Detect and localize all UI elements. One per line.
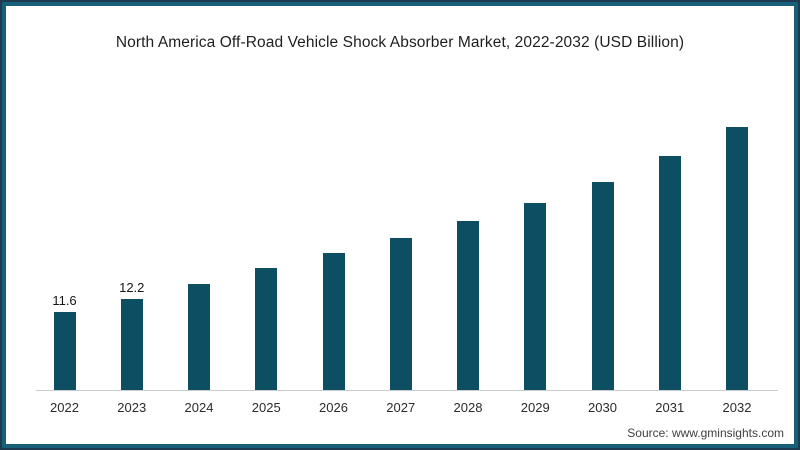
x-axis-line xyxy=(36,390,778,391)
x-tick-label-2028: 2028 xyxy=(453,400,483,415)
bar-2024 xyxy=(188,284,210,390)
x-tick-label-2032: 2032 xyxy=(722,400,752,415)
x-tick-label-2027: 2027 xyxy=(386,400,416,415)
bar-2022 xyxy=(53,312,76,390)
plot-area: 2022 11.6 2023 12.2 2024 2025 2026 2027 2028 2029… xyxy=(6,6,794,444)
x-tick-label-2023: 2023 xyxy=(117,400,147,415)
bar-2027 xyxy=(389,238,412,390)
bar-2030 xyxy=(591,182,614,390)
x-tick-label-2030: 2030 xyxy=(588,400,617,415)
data-label-2022: 11.6 xyxy=(52,293,77,308)
x-tick-label-2024: 2024 xyxy=(184,400,214,415)
x-tick-label-2025: 2025 xyxy=(251,400,281,415)
bar-2028 xyxy=(457,221,479,390)
data-label-2023: 12.2 xyxy=(119,280,145,295)
x-tick-label-2029: 2029 xyxy=(520,400,550,415)
x-tick-label-2031: 2031 xyxy=(655,400,685,415)
bar-2023 xyxy=(120,299,143,390)
bar-2025 xyxy=(255,268,278,390)
x-tick-label-2026: 2026 xyxy=(319,400,348,415)
source-attribution: Source: www.gminsights.com xyxy=(627,426,784,440)
bar-2031 xyxy=(658,156,681,390)
bar-2032 xyxy=(726,127,748,390)
x-tick-label-2022: 2022 xyxy=(50,400,79,415)
bar-2029 xyxy=(524,203,547,390)
chart-title: North America Off-Road Vehicle Shock Abs… xyxy=(115,34,685,51)
bar-2026 xyxy=(322,253,345,390)
